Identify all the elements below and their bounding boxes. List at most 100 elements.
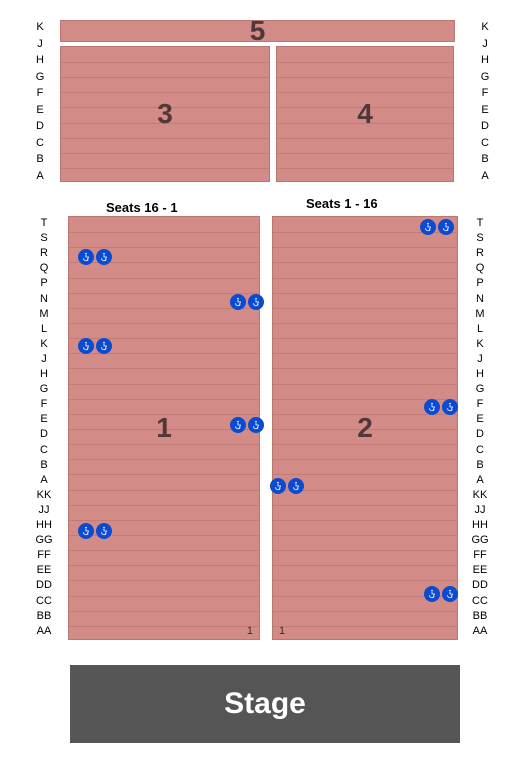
row-divider [273, 535, 457, 536]
row-divider [273, 550, 457, 551]
row-divider [69, 444, 259, 445]
lower-row-label-right: F [470, 399, 490, 410]
lower-row-label-left: BB [34, 611, 54, 622]
wheelchair-icon [78, 523, 94, 539]
row-divider [61, 153, 269, 154]
lower-row-label-right: FF [470, 550, 490, 561]
row-divider [277, 77, 453, 78]
row-divider [273, 444, 457, 445]
row-divider [69, 505, 259, 506]
row-divider [273, 247, 457, 248]
row-divider [69, 459, 259, 460]
lower-row-label-left: T [34, 218, 54, 229]
row-divider [273, 474, 457, 475]
row-divider [69, 611, 259, 612]
accessible-marker [270, 478, 304, 494]
row-divider [61, 92, 269, 93]
wheelchair-icon [96, 523, 112, 539]
upper-row-label-right: C [475, 138, 495, 149]
upper-row-label-right: G [475, 72, 495, 83]
lower-row-label-left: E [34, 414, 54, 425]
section-label: 5 [250, 15, 266, 47]
lower-row-label-right: Q [470, 263, 490, 274]
wheelchair-icon [78, 338, 94, 354]
lower-row-label-right: P [470, 278, 490, 289]
upper-row-label-right: A [475, 171, 495, 182]
lower-row-label-left: DD [34, 580, 54, 591]
lower-row-label-left: L [34, 324, 54, 335]
row-divider [273, 580, 457, 581]
lower-row-label-right: CC [470, 596, 490, 607]
wheelchair-icon [424, 586, 440, 602]
lower-row-label-left: D [34, 429, 54, 440]
lower-row-label-right: G [470, 384, 490, 395]
accessible-marker [424, 586, 458, 602]
stage-label: Stage [224, 687, 306, 721]
row-divider [69, 490, 259, 491]
lower-row-label-right: S [470, 233, 490, 244]
upper-row-label-left: B [30, 154, 50, 165]
upper-row-label-left: H [30, 55, 50, 66]
upper-row-label-left: F [30, 88, 50, 99]
lower-row-label-left: G [34, 384, 54, 395]
lower-row-label-left: B [34, 460, 54, 471]
lower-row-label-left: R [34, 248, 54, 259]
section-label: 3 [157, 98, 173, 130]
lower-row-label-right: EE [470, 565, 490, 576]
lower-row-label-left: M [34, 309, 54, 320]
lower-row-label-right: DD [470, 580, 490, 591]
section-3[interactable]: 3 [60, 46, 270, 182]
seat-number: 1 [279, 625, 285, 637]
row-divider [69, 399, 259, 400]
lower-row-label-right: K [470, 339, 490, 350]
wheelchair-icon [438, 219, 454, 235]
upper-row-label-left: J [30, 39, 50, 50]
row-divider [273, 611, 457, 612]
upper-row-label-left: D [30, 121, 50, 132]
wheelchair-icon [442, 586, 458, 602]
lower-row-label-left: F [34, 399, 54, 410]
lower-row-label-left: CC [34, 596, 54, 607]
upper-row-label-right: D [475, 121, 495, 132]
upper-row-label-left: C [30, 138, 50, 149]
upper-row-label-left: A [30, 171, 50, 182]
lower-row-label-right: E [470, 414, 490, 425]
row-divider [277, 153, 453, 154]
row-divider [61, 168, 269, 169]
row-divider [277, 138, 453, 139]
section-2[interactable]: 21 [272, 216, 458, 640]
lower-row-label-right: J [470, 354, 490, 365]
row-divider [273, 626, 457, 627]
row-divider [69, 565, 259, 566]
stage: Stage [70, 665, 460, 743]
accessible-marker [230, 294, 264, 310]
row-divider [69, 323, 259, 324]
row-divider [273, 338, 457, 339]
seat-number: 1 [247, 625, 253, 637]
row-divider [273, 368, 457, 369]
upper-row-label-right: B [475, 154, 495, 165]
lower-row-label-left: C [34, 445, 54, 456]
lower-row-label-left: K [34, 339, 54, 350]
wheelchair-icon [96, 338, 112, 354]
lower-row-label-left: EE [34, 565, 54, 576]
lower-row-label-right: L [470, 324, 490, 335]
lower-row-label-left: HH [34, 520, 54, 531]
row-divider [69, 278, 259, 279]
section-5[interactable]: 5 [60, 20, 455, 42]
wheelchair-icon [442, 399, 458, 415]
section-label: 2 [357, 412, 373, 444]
upper-row-label-right: E [475, 105, 495, 116]
seats-header-left: Seats 16 - 1 [106, 200, 178, 215]
lower-row-label-left: H [34, 369, 54, 380]
upper-row-label-right: F [475, 88, 495, 99]
lower-row-label-right: BB [470, 611, 490, 622]
row-divider [273, 384, 457, 385]
accessible-marker [420, 219, 454, 235]
upper-row-label-left: E [30, 105, 50, 116]
lower-row-label-left: Q [34, 263, 54, 274]
section-4[interactable]: 4 [276, 46, 454, 182]
row-divider [69, 580, 259, 581]
lower-row-label-left: N [34, 294, 54, 305]
wheelchair-icon [78, 249, 94, 265]
